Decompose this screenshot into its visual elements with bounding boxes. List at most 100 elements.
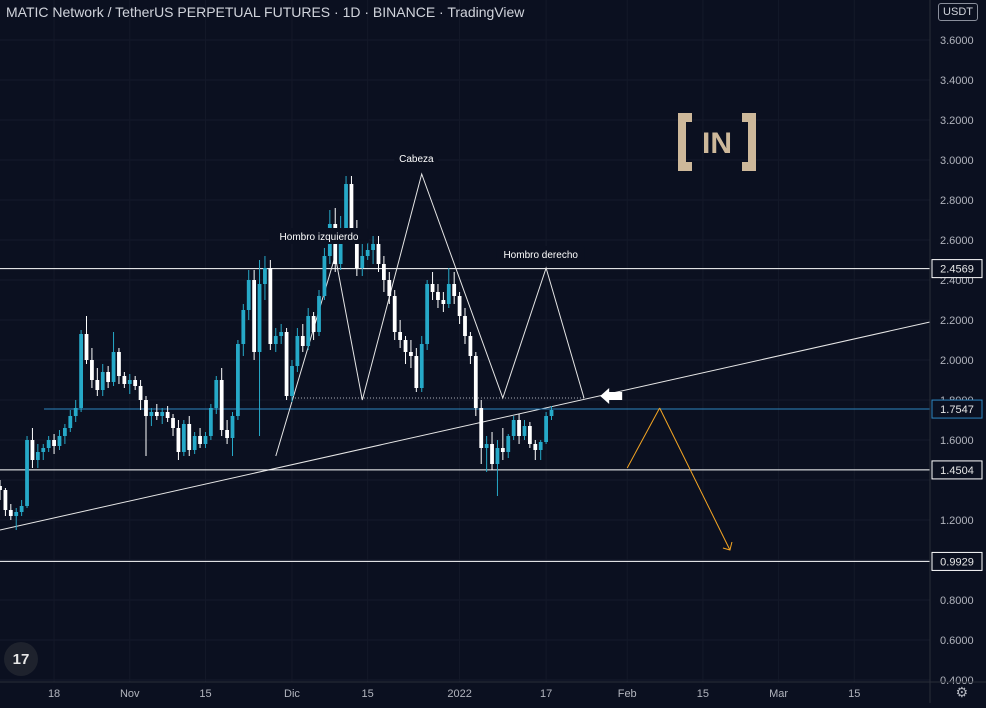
candle-body [360, 256, 365, 268]
candle-body [106, 372, 111, 382]
candle-body [230, 416, 235, 438]
candle-body [246, 280, 251, 310]
price-level-box [931, 460, 983, 480]
candle-body [446, 284, 451, 304]
x-tick-label: 18 [48, 688, 60, 700]
x-tick-label: 17 [540, 688, 552, 700]
price-level-label: 0.9929 [940, 556, 974, 568]
y-tick-label: 0.8000 [940, 595, 974, 607]
projection-arrowhead [722, 541, 733, 551]
candle-body [387, 280, 392, 296]
annotation-box [269, 228, 369, 244]
price-level-box [931, 399, 983, 419]
candle-body [517, 420, 521, 436]
annotation-box [496, 246, 585, 262]
candle-body [8, 510, 13, 516]
candle-body [30, 440, 35, 460]
candle-body [73, 408, 78, 416]
candle-body [419, 344, 424, 388]
x-tick-label: 15 [199, 688, 211, 700]
y-tick-label: 3.2000 [940, 115, 974, 127]
candle-body [122, 376, 127, 384]
candle-body [236, 344, 240, 416]
projection-line [659, 407, 731, 551]
candle-body [306, 316, 311, 346]
x-tick-label: 2022 [447, 688, 471, 700]
candle-body [511, 420, 516, 436]
candle-body [52, 440, 56, 446]
candle-body [284, 332, 289, 396]
candle-body [500, 448, 505, 452]
candle-body [495, 448, 500, 464]
candle-body [527, 426, 532, 444]
candle-body [484, 444, 489, 448]
candle-body [181, 424, 186, 452]
candle-body [133, 380, 138, 386]
candle-body [19, 506, 24, 512]
x-tick-label: Dic [284, 688, 300, 700]
candle-body [263, 268, 267, 284]
drawing-layer [0, 172, 931, 562]
candle-body [322, 256, 327, 296]
candle-body [165, 412, 170, 418]
currency-unit-button[interactable]: USDT [938, 3, 978, 21]
candle-body [538, 442, 543, 450]
candle-body [68, 416, 73, 428]
x-tick-label: Nov [120, 688, 140, 700]
y-tick-label: 2.2000 [940, 315, 974, 327]
y-tick-label: 0.4000 [940, 675, 974, 687]
candle-body [203, 436, 208, 444]
candle-body [111, 352, 116, 382]
candle-body [295, 336, 300, 366]
candle-body [3, 490, 8, 510]
candle-body [436, 292, 440, 300]
candle-body [392, 296, 397, 332]
candle-body [290, 366, 294, 396]
candle-body [376, 244, 381, 264]
candle-body [273, 336, 278, 344]
candle-body [25, 440, 29, 506]
candle-body [160, 412, 165, 416]
candle-body [187, 424, 192, 450]
candle-body [46, 440, 51, 448]
candle-body [349, 184, 354, 236]
candle-body [338, 230, 343, 264]
candle-body [344, 184, 348, 230]
candle-body [257, 284, 262, 352]
candle-body [279, 332, 284, 336]
candle-body [414, 356, 419, 388]
candle-body [192, 436, 197, 450]
candle-body [479, 408, 484, 448]
annotations: Hombro izquierdo Cabeza Hombro derecho [269, 150, 585, 262]
y-tick-label: 0.6000 [940, 635, 974, 647]
logo-text: IN [702, 127, 732, 160]
price-level-label: 2.4569 [940, 264, 974, 276]
candle-body [506, 436, 511, 452]
candle-body [468, 336, 473, 356]
candle-body [117, 352, 121, 376]
candle-body [452, 284, 457, 296]
candle-body [57, 436, 62, 446]
annotation-label: Hombro derecho [503, 250, 578, 261]
candle-body [214, 380, 219, 408]
candle-body [14, 512, 19, 516]
candle-body [354, 236, 359, 268]
candle-body [533, 444, 538, 450]
y-tick-label: 3.0000 [940, 155, 974, 167]
candle-body [473, 356, 478, 408]
chart-title: MATIC Network / TetherUS PERPETUAL FUTUR… [6, 4, 525, 20]
price-level-box [931, 551, 983, 571]
annotation-box [394, 150, 439, 166]
candle-body [409, 352, 413, 356]
candle-body [430, 284, 435, 292]
gear-icon[interactable]: ⚙ [955, 684, 968, 700]
price-level-box [931, 259, 983, 279]
candle-body [382, 264, 386, 280]
y-tick-label: 3.6000 [940, 35, 974, 47]
candle-body [317, 296, 321, 332]
projection-leg [626, 407, 661, 469]
candle-body [311, 316, 316, 332]
candle-body [35, 452, 40, 460]
